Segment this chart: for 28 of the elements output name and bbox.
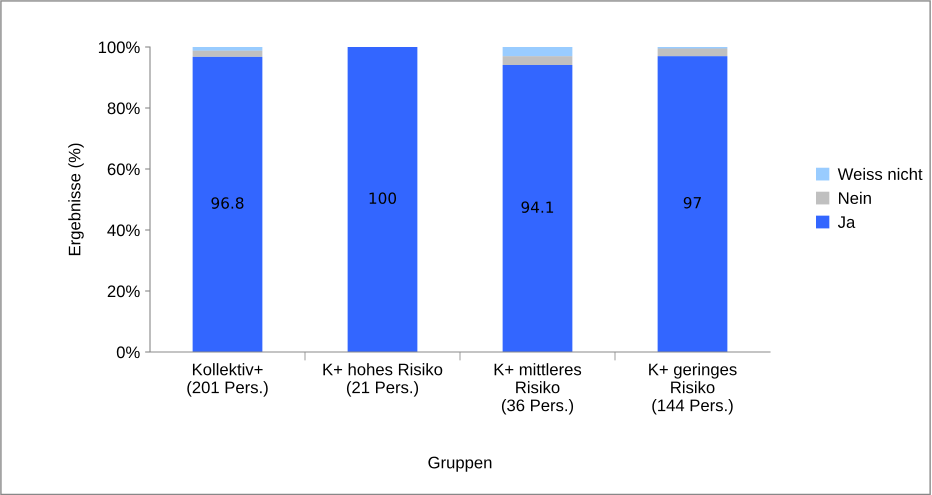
bar (348, 47, 418, 352)
data-label: 96.8 (211, 197, 244, 209)
bar (658, 48, 728, 56)
x-tick-label: K+ geringes Risiko (144 Pers.) (649, 363, 737, 415)
data-label: 97 (684, 196, 701, 209)
y-axis-title: Ergebnisse (%) (68, 144, 84, 256)
y-tick-label: 0% (116, 346, 140, 358)
bar (192, 56, 262, 352)
bar (192, 47, 262, 51)
x-axis-title: Gruppen (428, 456, 492, 472)
data-label: 94.1 (521, 201, 554, 213)
bar (658, 56, 728, 352)
y-tick-label: 80% (108, 102, 140, 114)
y-tick-label: 20% (108, 285, 140, 298)
bar (502, 47, 572, 56)
legend-label: Nein (839, 192, 871, 204)
y-tick-label: 40% (107, 224, 140, 236)
y-tick-label: 100% (98, 41, 140, 54)
y-tick-label: 60% (108, 163, 140, 176)
bar (192, 50, 262, 57)
bar (502, 64, 572, 352)
x-tick-label: K+ mittleres Risiko (36 Pers.) (494, 363, 582, 415)
bar (502, 56, 572, 65)
legend-label: Ja (838, 216, 856, 228)
x-tick-label: K+ hohes Risiko (21 Pers.) (323, 363, 442, 397)
x-tick-label: Kollektiv+ (201 Pers.) (187, 363, 268, 397)
data-label: 100 (370, 192, 396, 204)
legend-label: Weiss nicht (838, 168, 922, 180)
